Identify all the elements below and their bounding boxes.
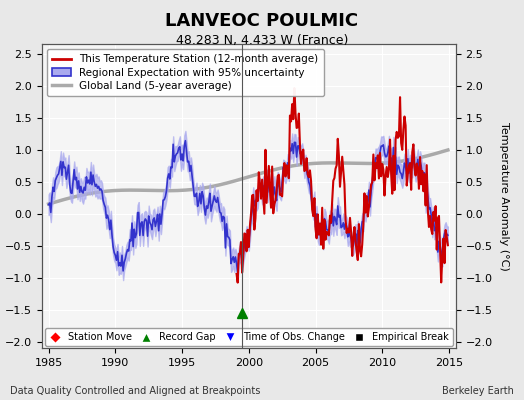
Regional Expectation with 95% uncertainty (46, 202, 52, 207)
Regional Expectation with 95% uncertainty (221, 215, 227, 220)
Legend: Station Move, Record Gap, Time of Obs. Change, Empirical Break: Station Move, Record Gap, Time of Obs. C… (45, 328, 453, 346)
Regional Expectation with 95% uncertainty (182, 138, 189, 143)
Global Land (5-year average) (46, 202, 52, 206)
Text: Berkeley Earth: Berkeley Earth (442, 386, 514, 396)
Regional Expectation with 95% uncertainty (445, 233, 451, 238)
This Temperature Station (12-month average) (383, 174, 389, 178)
This Temperature Station (12-month average) (233, 272, 239, 276)
This Temperature Station (12-month average) (291, 86, 298, 90)
Line: This Temperature Station (12-month average): This Temperature Station (12-month avera… (236, 88, 448, 282)
Text: LANVEOC POULMIC: LANVEOC POULMIC (166, 12, 358, 30)
Regional Expectation with 95% uncertainty (178, 158, 184, 162)
This Temperature Station (12-month average) (351, 225, 357, 230)
Global Land (5-year average) (94, 190, 101, 195)
Regional Expectation with 95% uncertainty (235, 270, 241, 274)
Global Land (5-year average) (178, 188, 184, 193)
This Temperature Station (12-month average) (277, 192, 283, 197)
This Temperature Station (12-month average) (387, 137, 393, 142)
Y-axis label: Temperature Anomaly (°C): Temperature Anomaly (°C) (499, 122, 509, 270)
Line: Global Land (5-year average): Global Land (5-year average) (49, 150, 448, 204)
Text: Data Quality Controlled and Aligned at Breakpoints: Data Quality Controlled and Aligned at B… (10, 386, 261, 396)
Regional Expectation with 95% uncertainty (94, 186, 101, 190)
Global Land (5-year average) (165, 188, 171, 193)
This Temperature Station (12-month average) (379, 162, 385, 166)
This Temperature Station (12-month average) (235, 280, 241, 285)
Global Land (5-year average) (184, 188, 191, 192)
Global Land (5-year average) (422, 154, 429, 159)
Regional Expectation with 95% uncertainty (165, 176, 171, 180)
Global Land (5-year average) (220, 182, 226, 186)
Text: 48.283 N, 4.433 W (France): 48.283 N, 4.433 W (France) (176, 34, 348, 47)
Line: Regional Expectation with 95% uncertainty: Regional Expectation with 95% uncertaint… (49, 141, 448, 272)
Regional Expectation with 95% uncertainty (425, 195, 431, 200)
Global Land (5-year average) (445, 148, 451, 152)
This Temperature Station (12-month average) (394, 130, 400, 134)
Regional Expectation with 95% uncertainty (185, 159, 192, 164)
This Temperature Station (12-month average) (445, 243, 451, 248)
